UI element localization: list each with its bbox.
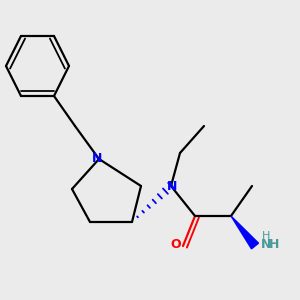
Text: N: N	[167, 179, 178, 193]
Text: N: N	[92, 152, 102, 166]
Text: O: O	[170, 238, 181, 251]
Text: H: H	[269, 238, 280, 251]
Text: N: N	[261, 238, 272, 251]
Text: H: H	[262, 231, 271, 242]
Polygon shape	[231, 216, 259, 249]
